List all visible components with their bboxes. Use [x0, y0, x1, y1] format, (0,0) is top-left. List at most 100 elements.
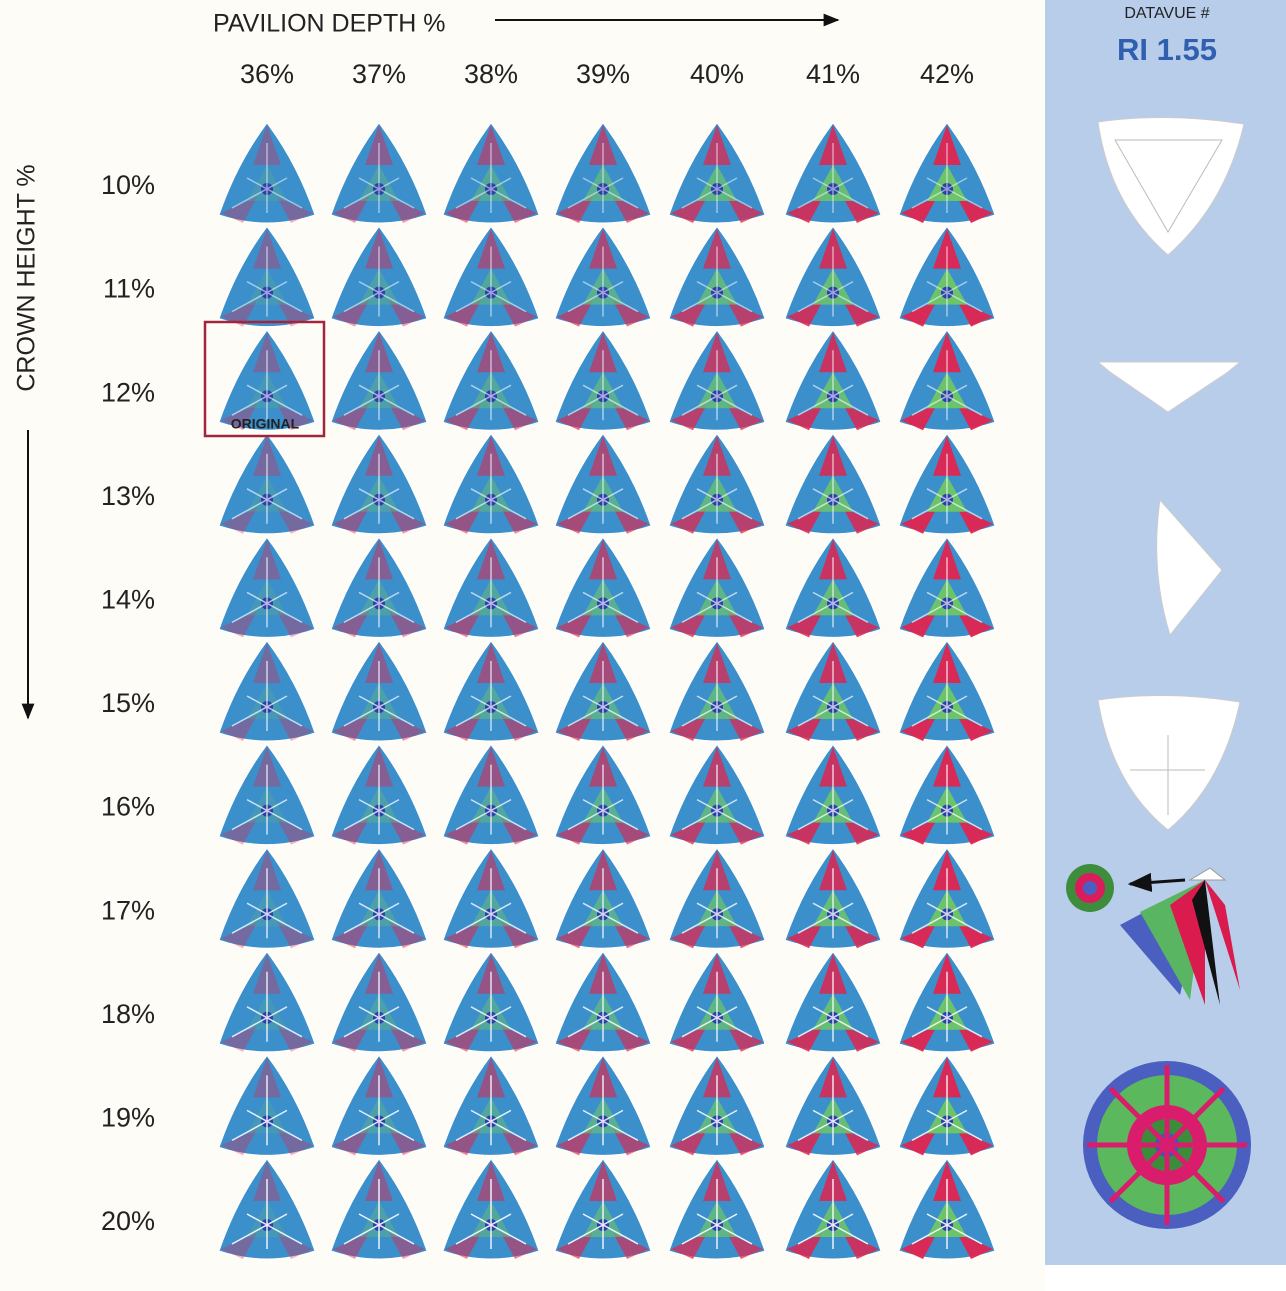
gem — [668, 950, 766, 1053]
row-label: 15% — [101, 688, 155, 718]
row-label: 14% — [101, 585, 155, 615]
top-view — [1097, 116, 1245, 256]
side-view — [1096, 361, 1242, 413]
gem — [218, 225, 316, 328]
gem-lines — [681, 557, 753, 628]
gem — [218, 1158, 316, 1260]
gem-lines — [681, 868, 753, 939]
x-axis-title: PAVILION DEPTH % — [213, 10, 445, 38]
gem-lines — [231, 246, 303, 317]
gem-lines — [343, 1179, 415, 1249]
gem-lines — [567, 1075, 639, 1146]
gem-lines — [455, 557, 527, 628]
mini-gem — [1188, 867, 1227, 881]
bottom-view — [1097, 694, 1241, 831]
gem-lines — [567, 764, 639, 835]
row-label: 17% — [101, 895, 155, 925]
gem — [442, 329, 540, 431]
original-label: ORIGINAL — [231, 416, 300, 432]
y-axis-title: CROWN HEIGHT % — [13, 164, 41, 391]
gem — [898, 847, 996, 949]
gem-lines — [681, 453, 753, 524]
gem-lines — [567, 868, 639, 939]
gem-lines — [911, 246, 983, 317]
gem — [554, 329, 652, 431]
gem — [554, 536, 652, 638]
gem-lines — [567, 350, 639, 421]
gem-lines — [455, 971, 527, 1042]
gem-lines — [231, 350, 303, 421]
gem — [330, 950, 428, 1053]
gem-lines — [797, 557, 869, 628]
spoke — [1108, 1086, 1169, 1147]
gem — [898, 536, 996, 638]
gem-lines — [343, 350, 415, 421]
gem-lines — [911, 453, 983, 524]
gem-lines — [681, 661, 753, 731]
gem-lines — [567, 246, 639, 317]
gem-lines — [231, 143, 303, 213]
gem — [218, 1054, 316, 1156]
gem — [668, 743, 766, 846]
row-label: 12% — [101, 377, 155, 407]
gem — [554, 122, 652, 224]
sidebar-arrow — [1127, 872, 1186, 893]
gem-lines — [455, 453, 527, 524]
gem-lines — [681, 246, 753, 317]
column-label: 42% — [920, 59, 974, 89]
gem — [668, 225, 766, 328]
gem-lines — [681, 971, 753, 1042]
gem-lines — [343, 764, 415, 835]
gem — [442, 1158, 540, 1260]
gem — [218, 950, 316, 1053]
gem — [330, 122, 428, 224]
gem-lines — [343, 453, 415, 524]
gem-lines — [343, 557, 415, 628]
gem-lines — [455, 1075, 527, 1146]
gem-lines — [455, 246, 527, 317]
sidebar: DATAVUE # RI 1.55 — [1066, 5, 1251, 1229]
gem-lines — [455, 868, 527, 939]
row-label: 19% — [101, 1103, 155, 1133]
gem-lines — [911, 143, 983, 213]
gem — [668, 847, 766, 949]
row-label: 18% — [101, 999, 155, 1029]
gem — [898, 950, 996, 1053]
gem-lines — [681, 1075, 753, 1146]
spoke — [1165, 1086, 1226, 1147]
profile-view — [1156, 498, 1223, 637]
gem-lines — [231, 1179, 303, 1249]
gem-grid — [218, 122, 996, 1260]
sidebar-label: DATAVUE # — [1124, 5, 1209, 22]
fan — [1205, 880, 1240, 990]
gem — [898, 743, 996, 846]
gem — [330, 225, 428, 328]
gem — [330, 1158, 428, 1260]
gem-lines — [567, 1179, 639, 1249]
fan — [1192, 880, 1220, 1005]
gem — [784, 122, 882, 224]
row-label: 20% — [101, 1206, 155, 1236]
gem — [442, 640, 540, 742]
gem-lines — [797, 661, 869, 731]
gem — [784, 950, 882, 1053]
gem-lines — [231, 971, 303, 1042]
gem — [330, 847, 428, 949]
column-label: 37% — [352, 59, 406, 89]
column-label: 40% — [690, 59, 744, 89]
gem-lines — [911, 1179, 983, 1249]
gem — [898, 122, 996, 224]
gem-lines — [343, 971, 415, 1042]
gem — [668, 1054, 766, 1156]
gem — [784, 329, 882, 431]
gem-lines — [911, 661, 983, 731]
spoke — [1108, 1143, 1169, 1204]
gem-lines — [911, 557, 983, 628]
gem-lines — [231, 557, 303, 628]
gem — [554, 743, 652, 846]
gem-lines — [231, 453, 303, 524]
gem-lines — [455, 1179, 527, 1249]
row-label: 11% — [103, 274, 155, 304]
gem — [898, 329, 996, 431]
gem-lines — [231, 661, 303, 731]
